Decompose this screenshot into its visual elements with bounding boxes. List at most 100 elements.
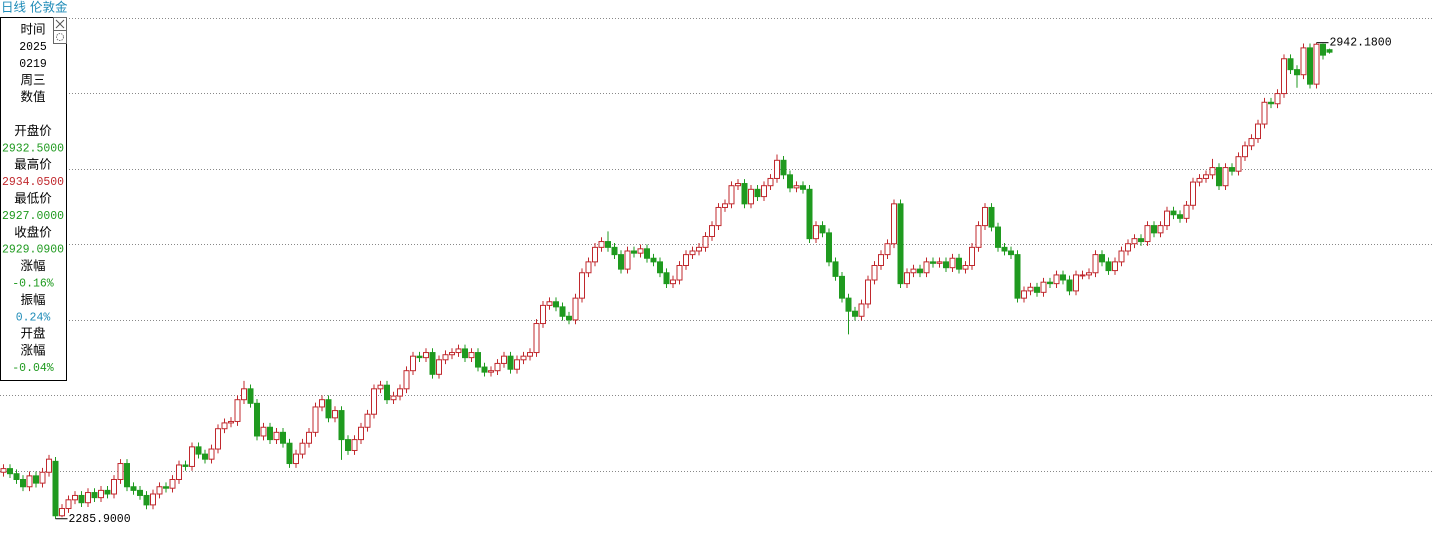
panel-value: 2025 bbox=[19, 41, 47, 54]
candle-body bbox=[91, 492, 98, 499]
candle-body bbox=[579, 272, 585, 299]
candle-body bbox=[1235, 156, 1242, 172]
candle-body bbox=[598, 241, 605, 248]
candle-body bbox=[364, 413, 371, 428]
candle-body bbox=[774, 159, 780, 179]
panel-label: 周三 bbox=[20, 72, 45, 87]
candle-body bbox=[1170, 210, 1177, 216]
candle-body bbox=[351, 439, 358, 451]
candle-body bbox=[1144, 225, 1151, 243]
candle-body bbox=[585, 261, 592, 274]
candle-body bbox=[72, 494, 78, 501]
candle-body bbox=[670, 279, 676, 285]
candle-body bbox=[657, 261, 663, 274]
settings-button[interactable] bbox=[53, 30, 67, 44]
candle-body bbox=[910, 268, 917, 274]
panel-label: 数值 bbox=[20, 89, 45, 104]
candle-body bbox=[982, 206, 988, 227]
candle-body bbox=[780, 159, 787, 176]
candle-body bbox=[1066, 279, 1073, 292]
candle-body bbox=[52, 460, 59, 517]
close-icon bbox=[55, 19, 65, 29]
candles bbox=[0, 42, 1333, 519]
candle-body bbox=[754, 188, 761, 198]
candle-body bbox=[1242, 145, 1248, 158]
candle-body bbox=[221, 422, 228, 430]
candle-body bbox=[1138, 238, 1144, 243]
candle-body bbox=[1151, 225, 1157, 234]
candle-body bbox=[962, 265, 969, 270]
candle-body bbox=[1229, 167, 1235, 172]
candle-body bbox=[397, 388, 403, 397]
candle-body bbox=[481, 366, 488, 373]
panel-label: 涨幅 bbox=[20, 258, 45, 273]
candle-body bbox=[78, 494, 85, 504]
panel-label: 振幅 bbox=[20, 292, 45, 307]
candle-body bbox=[319, 399, 325, 408]
candle-body bbox=[189, 446, 195, 467]
candle-body bbox=[325, 399, 332, 419]
candle-body bbox=[241, 388, 247, 401]
candle-body bbox=[176, 464, 182, 480]
candle-body bbox=[891, 203, 897, 245]
settings-icon bbox=[56, 33, 64, 41]
candle-body bbox=[1261, 101, 1268, 125]
candle-body bbox=[1183, 204, 1190, 219]
candle-body bbox=[793, 185, 800, 189]
candle-body bbox=[1001, 246, 1008, 252]
candle-body bbox=[1196, 177, 1203, 183]
candle-body bbox=[676, 265, 683, 281]
candle-body bbox=[228, 420, 234, 424]
candle-body bbox=[195, 446, 202, 455]
candle-body bbox=[449, 352, 455, 356]
candle-body bbox=[306, 431, 312, 444]
candle-body bbox=[98, 489, 104, 499]
candle-body bbox=[390, 395, 397, 401]
candle-body bbox=[995, 226, 1001, 248]
candle-body bbox=[247, 388, 254, 404]
candle-body bbox=[683, 254, 689, 266]
candle-body bbox=[124, 463, 130, 488]
candle-body bbox=[1274, 93, 1281, 105]
candle-body bbox=[767, 177, 774, 187]
candle-body bbox=[1294, 69, 1300, 76]
candle-body bbox=[169, 478, 176, 489]
candle-body bbox=[104, 489, 111, 495]
candle-body bbox=[644, 248, 650, 259]
candle-body bbox=[520, 355, 527, 361]
candle-body bbox=[150, 493, 156, 506]
candle-body bbox=[735, 183, 741, 187]
candle-body bbox=[13, 473, 20, 480]
candle-body bbox=[663, 272, 670, 285]
candle-body bbox=[741, 183, 748, 205]
candle-body bbox=[371, 388, 377, 415]
panel-value: 0.24% bbox=[16, 311, 51, 324]
candle-body bbox=[858, 303, 865, 317]
candle-body bbox=[494, 362, 501, 372]
candle-body bbox=[338, 410, 345, 441]
candle-body bbox=[254, 402, 260, 437]
candle-body bbox=[436, 359, 442, 375]
candle-body bbox=[501, 355, 507, 364]
candle-body bbox=[111, 478, 117, 495]
candle-body bbox=[1053, 274, 1060, 285]
candle-body bbox=[806, 188, 813, 240]
panel-label: 最低价 bbox=[14, 191, 52, 206]
candle-body bbox=[709, 225, 715, 237]
candle-body bbox=[377, 384, 384, 390]
candle-body bbox=[943, 261, 949, 269]
candle-body bbox=[533, 323, 540, 354]
candle-body bbox=[1040, 281, 1047, 293]
candle-body bbox=[566, 315, 572, 321]
candle-body bbox=[1209, 167, 1216, 176]
panel-value: 0219 bbox=[19, 58, 47, 71]
candle-body bbox=[1008, 250, 1014, 256]
candle-body bbox=[917, 268, 923, 274]
candle-body bbox=[1060, 274, 1066, 281]
candle-body bbox=[650, 257, 657, 263]
candle-body bbox=[845, 297, 852, 312]
candle-body bbox=[871, 265, 878, 281]
candle-body bbox=[332, 410, 338, 419]
candle-body bbox=[358, 426, 364, 441]
